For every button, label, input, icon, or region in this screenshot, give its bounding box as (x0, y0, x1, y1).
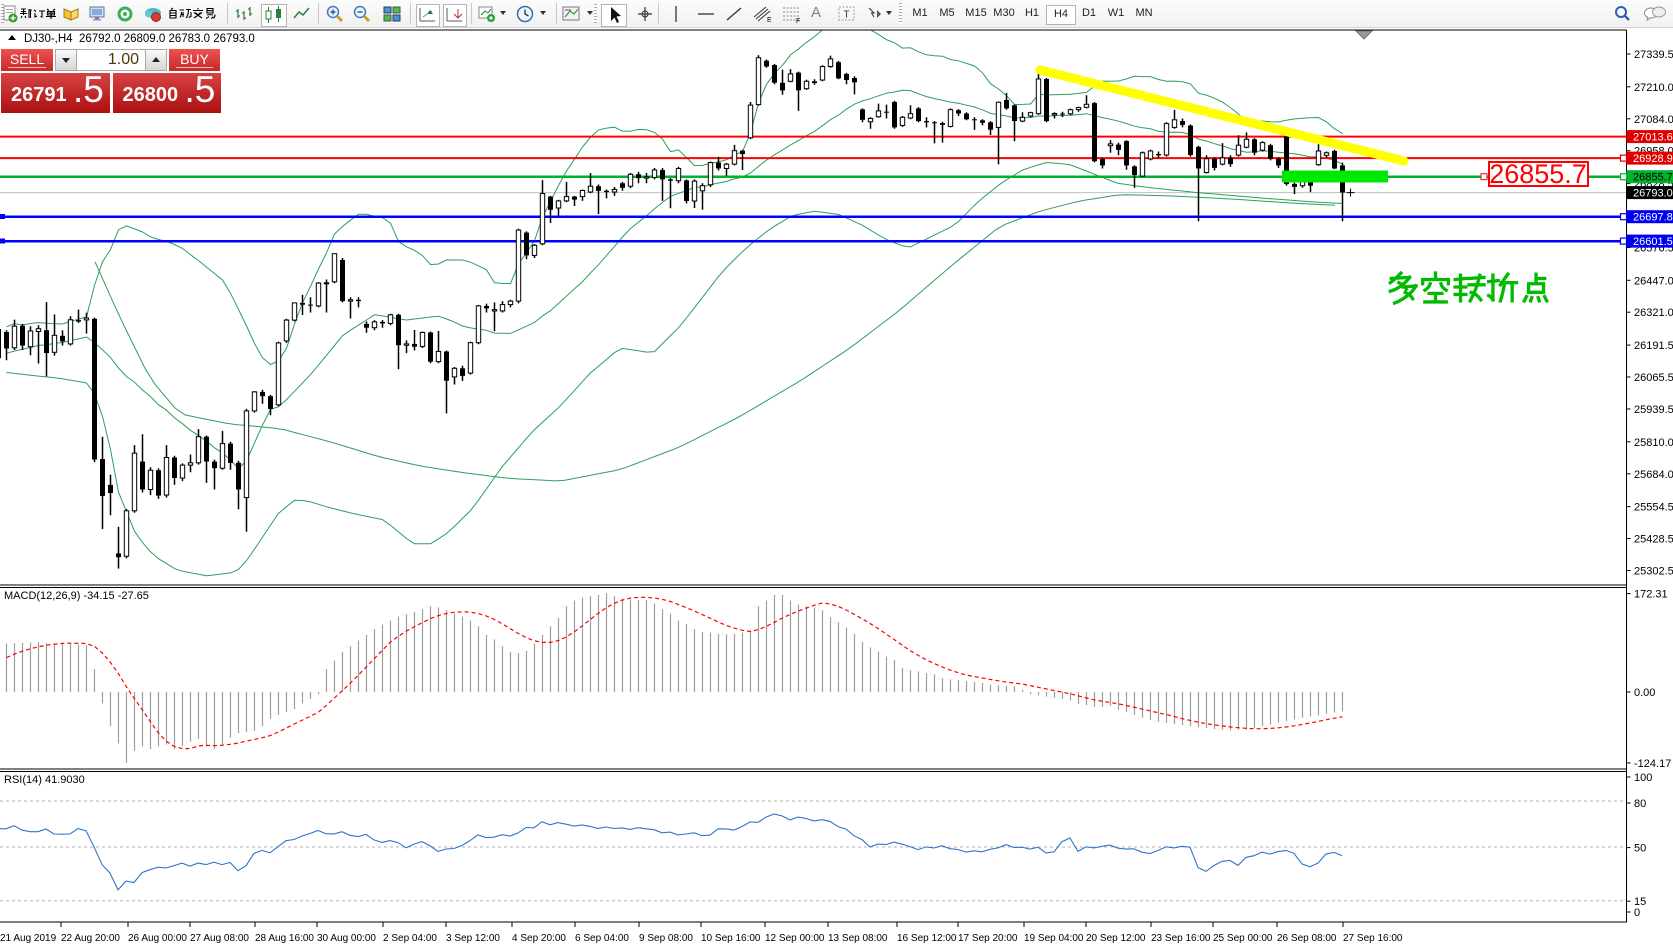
svg-text:13 Sep 08:00: 13 Sep 08:00 (828, 933, 888, 944)
svg-text:22 Aug 20:00: 22 Aug 20:00 (61, 933, 120, 944)
svg-text:26065.5: 26065.5 (1634, 372, 1673, 384)
svg-text:25428.5: 25428.5 (1634, 534, 1673, 546)
svg-text:25302.5: 25302.5 (1634, 566, 1673, 578)
svg-text:27084.0: 27084.0 (1634, 114, 1673, 126)
svg-text:27 Sep 16:00: 27 Sep 16:00 (1343, 933, 1403, 944)
svg-text:26447.0: 26447.0 (1634, 275, 1673, 287)
svg-text:26601.5: 26601.5 (1633, 236, 1673, 248)
svg-text:17 Sep 20:00: 17 Sep 20:00 (958, 933, 1018, 944)
svg-text:27013.6: 27013.6 (1633, 132, 1673, 144)
svg-text:26855.7: 26855.7 (1489, 159, 1587, 189)
svg-text:25939.5: 25939.5 (1634, 404, 1673, 416)
svg-text:50: 50 (1634, 843, 1646, 855)
svg-text:26928.9: 26928.9 (1633, 153, 1673, 165)
svg-text:27210.0: 27210.0 (1634, 82, 1673, 94)
svg-text:DJ30-,H4 26792.0 26809.0 2678: DJ30-,H4 26792.0 26809.0 26783.0 26793.0 (24, 33, 255, 45)
svg-text:27 Aug 08:00: 27 Aug 08:00 (190, 933, 249, 944)
svg-text:-124.17: -124.17 (1634, 758, 1671, 770)
svg-text:26 Sep 08:00: 26 Sep 08:00 (1277, 933, 1337, 944)
svg-text:26793.0: 26793.0 (1633, 188, 1673, 200)
svg-text:16 Sep 12:00: 16 Sep 12:00 (897, 933, 957, 944)
svg-text:172.31: 172.31 (1634, 589, 1668, 601)
svg-text:26321.0: 26321.0 (1634, 307, 1673, 319)
svg-text:0.00: 0.00 (1634, 687, 1655, 699)
svg-text:E: E (767, 17, 772, 24)
svg-text:10 Sep 16:00: 10 Sep 16:00 (701, 933, 761, 944)
svg-text:MACD(12,26,9) -34.15 -27.65: MACD(12,26,9) -34.15 -27.65 (4, 590, 149, 602)
svg-text:30 Aug 00:00: 30 Aug 00:00 (317, 933, 376, 944)
svg-text:6 Sep 04:00: 6 Sep 04:00 (575, 933, 629, 944)
svg-text:21 Aug 2019: 21 Aug 2019 (0, 933, 57, 944)
svg-text:9 Sep 08:00: 9 Sep 08:00 (639, 933, 693, 944)
svg-text:15: 15 (1634, 896, 1646, 908)
svg-text:25 Sep 00:00: 25 Sep 00:00 (1213, 933, 1273, 944)
svg-text:25810.0: 25810.0 (1634, 437, 1673, 449)
svg-text:20 Sep 12:00: 20 Sep 12:00 (1086, 933, 1146, 944)
svg-text:26 Aug 00:00: 26 Aug 00:00 (128, 933, 187, 944)
svg-text:28 Aug 16:00: 28 Aug 16:00 (255, 933, 314, 944)
svg-text:12 Sep 00:00: 12 Sep 00:00 (765, 933, 825, 944)
svg-text:25554.5: 25554.5 (1634, 502, 1673, 514)
svg-text:0: 0 (1634, 907, 1640, 919)
svg-text:25684.0: 25684.0 (1634, 469, 1673, 481)
svg-text:26191.5: 26191.5 (1634, 340, 1673, 352)
svg-text:3 Sep 12:00: 3 Sep 12:00 (446, 933, 500, 944)
svg-text:26697.8: 26697.8 (1633, 212, 1673, 224)
svg-text:27339.5: 27339.5 (1634, 49, 1673, 61)
svg-text:4 Sep 20:00: 4 Sep 20:00 (512, 933, 566, 944)
svg-text:19 Sep 04:00: 19 Sep 04:00 (1024, 933, 1084, 944)
svg-text:80: 80 (1634, 798, 1646, 810)
svg-text:F: F (796, 18, 800, 24)
svg-text:23 Sep 16:00: 23 Sep 16:00 (1151, 933, 1211, 944)
svg-text:T: T (844, 9, 850, 20)
svg-text:2 Sep 04:00: 2 Sep 04:00 (383, 933, 437, 944)
svg-text:100: 100 (1634, 772, 1652, 784)
svg-text:RSI(14) 41.9030: RSI(14) 41.9030 (4, 774, 85, 786)
svg-text:26855.7: 26855.7 (1633, 172, 1673, 184)
